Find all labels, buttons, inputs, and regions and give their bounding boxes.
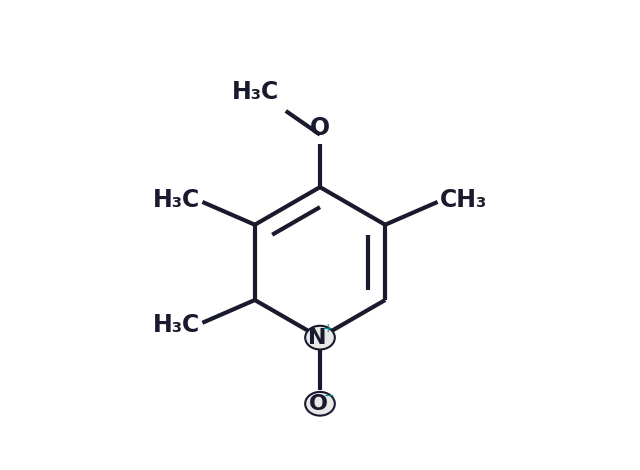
Ellipse shape (305, 326, 335, 350)
Text: +: + (323, 322, 333, 335)
Text: CH₃: CH₃ (440, 188, 488, 212)
Text: H₃C: H₃C (152, 188, 200, 212)
Text: H₃C: H₃C (152, 313, 200, 337)
Text: O: O (308, 394, 328, 414)
Text: N: N (308, 328, 326, 348)
Text: H₃C: H₃C (232, 80, 279, 104)
Text: O: O (310, 116, 330, 140)
Ellipse shape (305, 392, 335, 415)
Text: −: − (324, 390, 334, 403)
